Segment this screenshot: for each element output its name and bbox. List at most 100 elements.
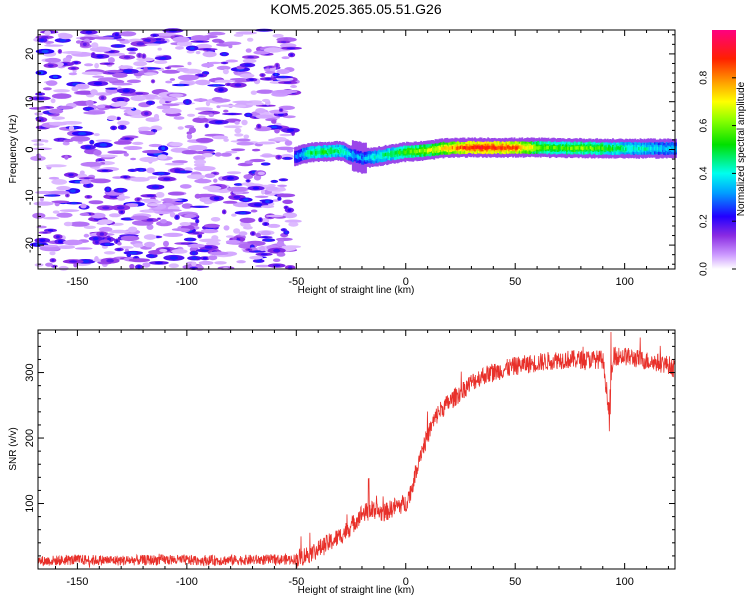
signal-cell — [573, 145, 576, 150]
noise-blob — [154, 96, 163, 100]
signal-cell — [556, 146, 559, 151]
signal-cell — [361, 155, 364, 159]
noise-blob — [58, 33, 73, 40]
signal-cell — [584, 146, 587, 150]
noise-blob — [168, 93, 184, 98]
noise-blob — [32, 212, 46, 219]
signal-cell — [408, 150, 411, 154]
signal-cell — [560, 146, 563, 150]
noise-blob — [265, 214, 284, 218]
noise-blob — [267, 184, 276, 187]
noise-blob — [127, 110, 143, 116]
noise-blob — [255, 264, 272, 268]
x-tick-label: 100 — [615, 276, 633, 288]
noise-blob — [156, 220, 173, 227]
noise-blob — [169, 78, 176, 81]
noise-blob — [130, 157, 137, 161]
noise-blob — [39, 197, 44, 202]
noise-blob-core — [104, 243, 111, 246]
noise-blob-core — [112, 126, 115, 130]
signal-cell — [313, 150, 316, 154]
noise-blob-core — [86, 195, 90, 198]
noise-blob — [93, 149, 102, 156]
noise-blob — [223, 125, 243, 129]
noise-blob-core — [152, 80, 154, 83]
signal-cell — [471, 146, 474, 150]
noise-blob-core — [152, 34, 157, 37]
signal-cell — [458, 146, 461, 150]
signal-cell — [606, 147, 609, 151]
noise-blob — [119, 31, 137, 37]
noise-blob — [126, 79, 141, 84]
noise-blob — [70, 135, 91, 142]
noise-blob-core — [124, 137, 130, 140]
signal-cell — [439, 146, 442, 151]
signal-cell — [520, 146, 522, 150]
signal-cell — [442, 147, 445, 151]
noise-blob-core — [281, 178, 286, 181]
signal-cell — [450, 145, 453, 149]
noise-blob-core — [151, 185, 159, 189]
noise-blob-core — [99, 143, 108, 147]
noise-blob-core — [152, 129, 156, 132]
signal-cell — [299, 153, 302, 157]
y-tick-label: 200 — [24, 429, 36, 447]
noise-blob-core — [268, 66, 273, 68]
noise-blob-core — [282, 228, 285, 231]
noise-blob-core — [70, 189, 76, 193]
noise-blob-core — [74, 61, 79, 64]
signal-cell — [608, 146, 610, 150]
noise-blob — [56, 105, 74, 110]
signal-cell — [459, 145, 462, 149]
signal-cell — [626, 147, 629, 151]
noise-blob — [261, 205, 275, 209]
noise-blob — [259, 154, 281, 158]
signal-cell — [480, 146, 483, 150]
noise-blob — [231, 213, 237, 217]
signal-cell — [443, 146, 446, 150]
signal-cell — [612, 146, 614, 151]
signal-cell — [446, 146, 449, 150]
noise-blob-core — [48, 194, 56, 197]
noise-blob — [164, 162, 185, 166]
noise-blob — [62, 141, 70, 146]
signal-cell — [483, 145, 486, 150]
noise-blob — [162, 103, 180, 107]
signal-cell — [588, 145, 591, 150]
noise-blob — [226, 171, 242, 175]
noise-blob-core — [82, 42, 87, 46]
noise-blob-core — [123, 175, 128, 179]
signal-cell — [460, 145, 463, 149]
signal-cell — [326, 149, 329, 153]
noise-blob-core — [106, 187, 110, 192]
signal-cell — [654, 146, 656, 150]
signal-cell — [648, 147, 651, 151]
signal-cell — [671, 147, 674, 151]
noise-blob — [168, 263, 179, 269]
signal-cell — [548, 146, 551, 150]
noise-blob — [191, 261, 197, 267]
noise-blob — [256, 89, 274, 94]
noise-blob-core — [93, 81, 103, 86]
signal-cell — [475, 145, 478, 149]
noise-blob — [250, 90, 257, 95]
noise-blob-core — [58, 240, 63, 244]
signal-cell — [496, 146, 499, 150]
noise-blob — [193, 98, 208, 102]
signal-cell — [655, 147, 658, 151]
signal-cell — [453, 146, 455, 150]
noise-blob — [232, 100, 253, 104]
noise-blob — [75, 247, 93, 250]
signal-cell — [464, 146, 467, 150]
signal-cell — [639, 146, 642, 151]
noise-blob — [147, 203, 161, 207]
noise-blob — [45, 164, 67, 168]
signal-cell — [417, 149, 420, 153]
noise-blob — [129, 264, 135, 269]
signal-cell — [476, 145, 479, 149]
noise-blob-core — [189, 46, 195, 50]
noise-blob — [179, 222, 191, 226]
noise-blob-core — [96, 54, 104, 58]
noise-blob-core — [288, 266, 293, 269]
